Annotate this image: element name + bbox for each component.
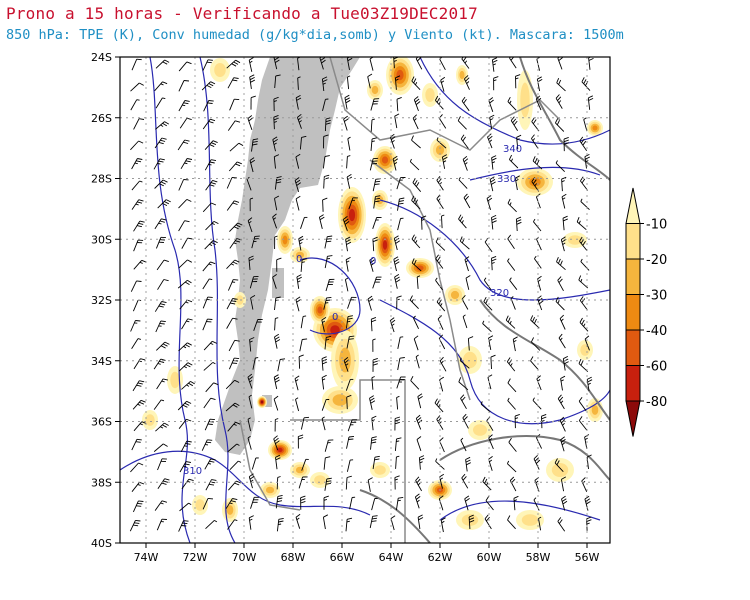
colorbar-segment: [625, 258, 641, 295]
lon-label: 70W: [232, 551, 257, 564]
lat-label: 26S: [91, 112, 112, 125]
longitude-labels: 74W 72W 70W 68W 66W 64W 62W 60W 58W 56W: [134, 543, 600, 564]
lon-label: 64W: [379, 551, 404, 564]
colorbar: -10 -20 -30 -40 -60 -80: [625, 187, 667, 437]
lat-label: 34S: [91, 355, 112, 368]
lat-label: 38S: [91, 476, 112, 489]
map-subtitle: 850 hPa: TPE (K), Conv humedad (g/kg*dia…: [6, 27, 624, 43]
lat-label: 40S: [91, 537, 112, 550]
lat-label: 32S: [91, 294, 112, 307]
isoline-label: 0: [332, 312, 338, 323]
lat-label: 28S: [91, 173, 112, 186]
latitude-labels: 24S 26S 28S 30S 32S 34S 36S 38S 40S: [91, 51, 120, 550]
lat-lon-grid: [120, 57, 610, 543]
colorbar-segment: [625, 400, 641, 437]
lat-label: 36S: [91, 416, 112, 429]
colorbar-segment: [625, 365, 641, 402]
isoline-label: 0: [370, 256, 376, 267]
tpe-isolines: [120, 57, 610, 543]
wind-barbs: [129, 57, 594, 533]
lon-label: 56W: [575, 551, 600, 564]
lat-label: 24S: [91, 51, 112, 64]
lon-label: 68W: [281, 551, 306, 564]
isoline-label: 0: [296, 254, 302, 265]
colorbar-label: -80: [646, 395, 667, 410]
lon-label: 62W: [428, 551, 453, 564]
lon-label: 66W: [330, 551, 355, 564]
terrain-mask-patch: [262, 395, 272, 407]
colorbar-label: -60: [646, 360, 667, 375]
map-title: Prono a 15 horas - Verificando a Tue03Z1…: [6, 4, 478, 23]
colorbar-label: -20: [646, 253, 667, 268]
terrain-mask-patch: [272, 268, 284, 298]
lon-label: 74W: [134, 551, 159, 564]
colorbar-segment: [625, 187, 641, 224]
lon-label: 72W: [183, 551, 208, 564]
colorbar-segment: [625, 329, 641, 366]
colorbar-label: -40: [646, 324, 667, 339]
lat-label: 30S: [91, 233, 112, 246]
isoline-label: 340: [503, 144, 522, 155]
colorbar-label: -10: [646, 218, 667, 233]
terrain-mask: [215, 57, 360, 455]
colorbar-segment: [625, 294, 641, 331]
isoline-label: 310: [183, 466, 202, 477]
lon-label: 58W: [526, 551, 551, 564]
isoline-label: 320: [490, 288, 509, 299]
isoline-label: 330: [497, 174, 516, 185]
colorbar-label: -30: [646, 289, 667, 304]
coastline: [359, 57, 610, 543]
colorbar-segment: [625, 223, 641, 260]
lon-label: 60W: [477, 551, 502, 564]
